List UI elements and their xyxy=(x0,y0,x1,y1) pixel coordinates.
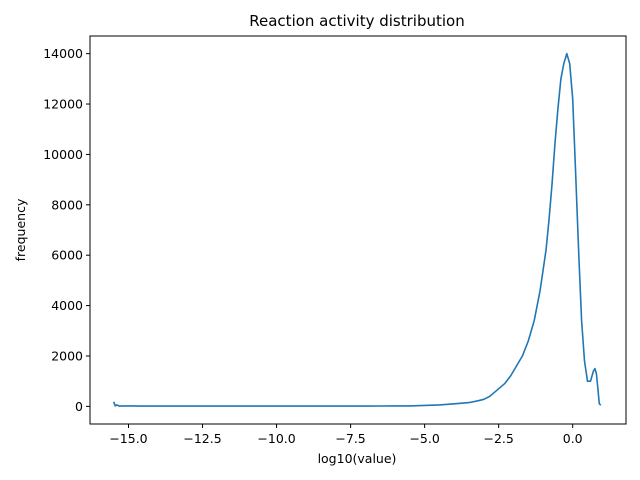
y-axis-label: frequency xyxy=(13,198,28,261)
y-tick-label: 8000 xyxy=(51,197,83,212)
y-tick-label: 4000 xyxy=(51,298,83,313)
x-axis-label: log10(value) xyxy=(318,451,397,466)
plot-area xyxy=(112,52,602,407)
y-tick-label: 0 xyxy=(75,399,83,414)
series-line xyxy=(112,52,602,407)
x-tick-label: −5.0 xyxy=(409,431,439,446)
x-tick-label: −2.5 xyxy=(483,431,513,446)
y-tick-label: 12000 xyxy=(43,97,83,112)
x-axis: −15.0 −12.5 −10.0 −7.5 −5.0 −2.5 0.0 xyxy=(109,424,583,446)
y-axis: 0 2000 4000 6000 8000 10000 12000 14000 xyxy=(43,46,90,414)
x-tick-label: −10.0 xyxy=(257,431,295,446)
axes-frame xyxy=(89,35,627,425)
chart-title: Reaction activity distribution xyxy=(249,12,464,30)
y-tick-label: 10000 xyxy=(43,147,83,162)
y-tick-label: 6000 xyxy=(51,248,83,263)
x-tick-label: −7.5 xyxy=(335,431,365,446)
y-tick-label: 2000 xyxy=(51,348,83,363)
x-tick-label: −12.5 xyxy=(183,431,221,446)
y-tick-label: 14000 xyxy=(43,46,83,61)
x-tick-label: 0.0 xyxy=(563,431,583,446)
x-tick-label: −15.0 xyxy=(109,431,147,446)
